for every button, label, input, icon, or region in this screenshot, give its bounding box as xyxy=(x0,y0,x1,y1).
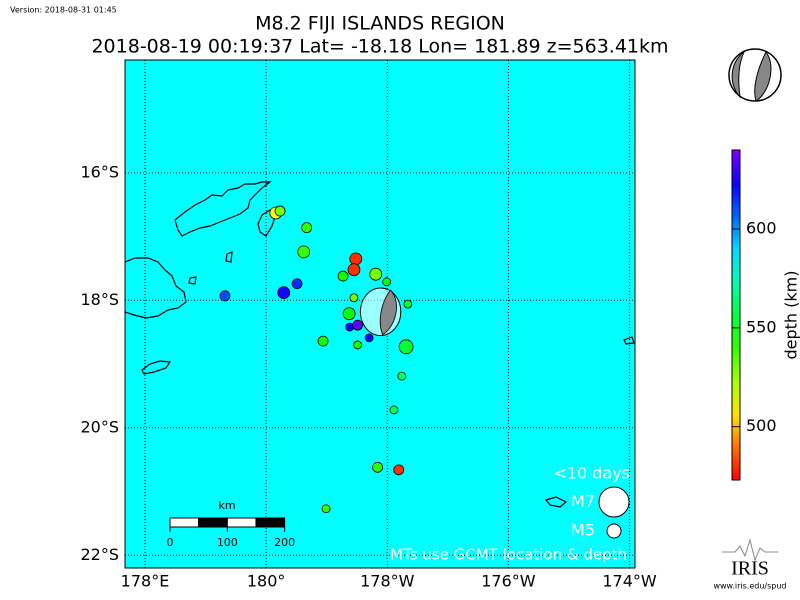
lon-tick-label: 174°W xyxy=(602,572,657,591)
event xyxy=(337,270,349,282)
event xyxy=(277,286,291,300)
event xyxy=(317,335,329,347)
coastline xyxy=(623,336,635,345)
scale-segment xyxy=(198,517,228,528)
event xyxy=(364,333,374,343)
legend-symbol xyxy=(606,523,622,539)
colorbar-tick-label: 600 xyxy=(746,219,777,238)
logo-url: www.iris.edu/spud xyxy=(713,582,786,591)
event xyxy=(342,307,356,321)
focal-mechanism xyxy=(728,48,782,102)
version: Version: 2018-08-31 01:45 xyxy=(10,6,117,15)
lon-tick-label: 178°W xyxy=(360,572,415,591)
scale-segment xyxy=(169,517,200,528)
legend-symbol xyxy=(598,486,630,518)
colorbar-label: depth (km) xyxy=(782,271,800,360)
lat-tick-label: 22°S xyxy=(80,545,119,564)
scale-segment xyxy=(226,517,257,528)
logo: IRIS www.iris.edu/spud xyxy=(713,538,787,591)
grid xyxy=(125,60,635,568)
scale-tick-label: 0 xyxy=(167,536,174,549)
scale-bar: 0 100 200 xyxy=(167,517,295,549)
title: M8.2 FIJI ISLANDS REGION xyxy=(255,13,505,35)
events xyxy=(219,205,414,514)
coastline xyxy=(124,257,187,319)
lat-tick-label: 18°S xyxy=(80,290,119,309)
scale-tick-label: 100 xyxy=(217,536,238,549)
coastline xyxy=(188,276,197,285)
colorbar-tick-label: 500 xyxy=(746,416,777,435)
event xyxy=(219,290,231,302)
lat-tick-label: 16°S xyxy=(80,162,119,181)
beachball-quadrant xyxy=(731,50,746,99)
coastline xyxy=(141,360,172,375)
scale-unit: km xyxy=(218,499,235,512)
lon-tick-label: 178°E xyxy=(121,572,170,591)
colorbar-tick-label: 550 xyxy=(746,317,777,336)
event xyxy=(297,245,311,259)
event xyxy=(382,277,392,287)
coastline xyxy=(225,251,233,263)
colorbar xyxy=(731,149,741,481)
lon-tick-label: 180° xyxy=(247,572,286,591)
event xyxy=(389,405,399,415)
logo-name: IRIS xyxy=(731,558,769,580)
event xyxy=(369,267,383,281)
map-frame xyxy=(124,59,636,569)
event xyxy=(349,252,363,266)
lon-tick-label: 176°W xyxy=(481,572,536,591)
legend-title: <10 days xyxy=(553,464,630,483)
beachball-quadrant xyxy=(754,51,772,102)
logo-wave xyxy=(722,538,778,562)
scale-segment xyxy=(255,517,286,528)
event xyxy=(349,293,359,303)
event xyxy=(353,340,362,350)
scale-tick-label: 200 xyxy=(274,536,295,549)
legend-label: M7 xyxy=(571,492,595,511)
event xyxy=(291,278,303,290)
legend-note: MTs use GCMT location & depth xyxy=(390,546,627,564)
event xyxy=(393,464,405,476)
mainshock-quadrant xyxy=(379,289,397,336)
event xyxy=(321,504,331,514)
event xyxy=(397,371,407,381)
coastline xyxy=(544,496,568,508)
legend: M7 M5 xyxy=(571,486,630,540)
subtitle: 2018-08-19 00:19:37 Lat= -18.18 Lon= 181… xyxy=(91,36,668,58)
event xyxy=(274,205,286,217)
colorbar-ticks xyxy=(732,228,740,428)
lat-tick-label: 20°S xyxy=(80,417,119,436)
event xyxy=(403,299,413,309)
coastline xyxy=(174,181,272,237)
event xyxy=(347,263,361,277)
event xyxy=(301,222,313,234)
legend-label: M5 xyxy=(571,521,595,540)
event xyxy=(352,319,363,331)
event xyxy=(372,461,383,473)
event xyxy=(398,339,414,355)
